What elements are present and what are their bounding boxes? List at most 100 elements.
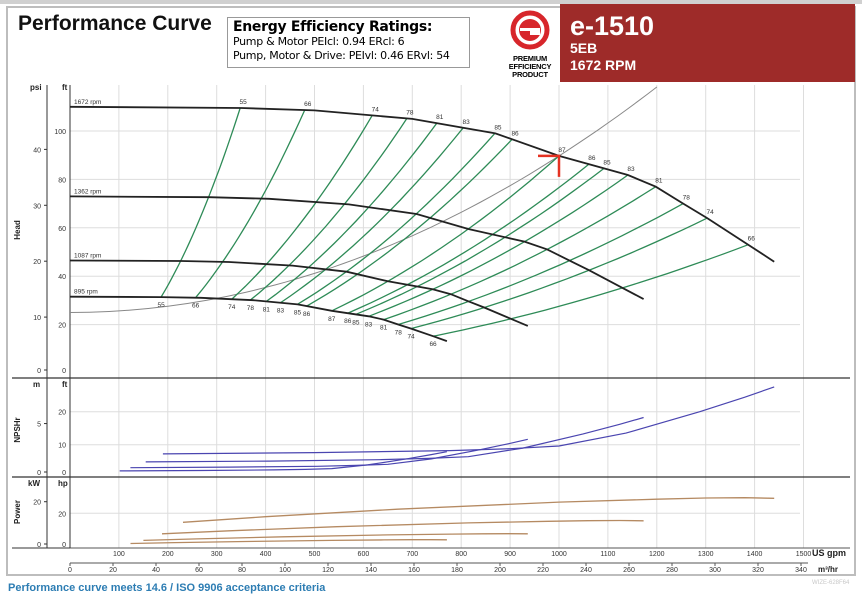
m3hr-tick-label: 160	[408, 567, 420, 574]
efficiency-line-87	[331, 155, 560, 312]
ft-tick-label: 40	[58, 274, 66, 281]
ft-tick-label: 100	[54, 129, 66, 136]
head-curve-1362	[69, 195, 645, 300]
efficiency-line-81	[383, 186, 657, 321]
efficiency-line-85	[355, 167, 605, 315]
efficiency-label-bottom: 78	[247, 305, 255, 312]
gpm-tick-label: 900	[504, 551, 516, 558]
chart-frame	[6, 6, 856, 576]
gpm-tick-label: 200	[162, 551, 174, 558]
hp-tick-label: 20	[58, 511, 66, 518]
psi-tick-label: 0	[37, 368, 41, 375]
logo-line-2: EFFICIENCY	[508, 62, 552, 71]
head-curve-1672	[69, 105, 775, 263]
section-label: NPSHr	[13, 417, 22, 442]
efficiency-label-bottom: 86	[303, 311, 311, 318]
unit-label: hp	[58, 479, 68, 488]
gpm-tick-label: 1500	[796, 551, 812, 558]
gpm-tick-label: 500	[309, 551, 321, 558]
m3hr-tick-label: 340	[795, 567, 807, 574]
efficiency-label-bottom: 85	[352, 319, 360, 326]
efficiency-label-bottom: 55	[157, 302, 165, 309]
efficiency-label-bottom: 78	[395, 329, 403, 336]
efficiency-label-bottom: 81	[263, 306, 271, 313]
efficiency-line-86	[306, 138, 513, 307]
efficiency-label-top: 74	[707, 209, 715, 216]
unit-label: ft	[62, 380, 68, 389]
m3hr-tick-label: 0	[68, 567, 72, 574]
ft-tick-label: 60	[58, 226, 66, 233]
ft-tick-label: 80	[58, 177, 66, 184]
speed-label: 1087 rpm	[74, 252, 101, 259]
m3hr-tick-label: 40	[152, 567, 160, 574]
efficiency-label-top: 74	[372, 106, 380, 113]
model-banner: e-1510 5EB 1672 RPM	[560, 4, 855, 82]
psi-tick-label: 20	[33, 259, 41, 266]
page-title: Performance Curve	[18, 12, 212, 35]
ft-tick-label: 20	[58, 323, 66, 330]
efficiency-label-top: 85	[603, 159, 611, 166]
npshr-curve-1672	[162, 386, 775, 455]
efficiency-label-top: 85	[494, 124, 502, 131]
efficiency-label-bottom: 81	[380, 325, 388, 332]
m3hr-tick-label: 320	[752, 567, 764, 574]
m-tick-label: 0	[37, 470, 41, 477]
npsh-ft-tick-label: 20	[58, 410, 66, 417]
efficiency-line-83	[280, 127, 464, 304]
efficiency-label-top: 66	[748, 236, 756, 243]
efficiency-line-55	[160, 107, 241, 298]
m3hr-tick-label: 20	[109, 567, 117, 574]
efficiency-label-top: 66	[304, 101, 312, 108]
premium-efficiency-logo: PREMIUM EFFICIENCY PRODUCT	[500, 10, 560, 80]
efficiency-line-66	[195, 109, 306, 299]
top-divider	[0, 0, 862, 4]
efficiency-label-top: 55	[240, 99, 248, 106]
section-label: Power	[13, 500, 22, 524]
m3hr-tick-label: 200	[494, 567, 506, 574]
m3hr-tick-label: 80	[238, 567, 246, 574]
section-label: Head	[13, 220, 22, 240]
speed-label: 1362 rpm	[74, 188, 101, 195]
gpm-axis-label: US gpm	[812, 548, 846, 558]
head-curve-1087	[69, 259, 529, 327]
gpm-tick-label: 1400	[747, 551, 763, 558]
efficiency-line-78	[249, 118, 408, 301]
unit-label: kW	[28, 479, 40, 488]
efficiency-label-top: 86	[511, 130, 519, 137]
efficiency-label-top: 78	[683, 195, 691, 202]
efficiency-line-85	[297, 132, 496, 305]
speed-label: 895 rpm	[74, 289, 98, 296]
acceptance-note: Performance curve meets 14.6 / ISO 9906 …	[8, 582, 326, 594]
npsh-ft-tick-label: 10	[58, 443, 66, 450]
energy-ratings-box: Energy Efficiency Ratings: Pump & Motor …	[227, 17, 470, 68]
efficiency-label-top: 81	[655, 178, 663, 185]
m3hr-tick-label: 260	[623, 567, 635, 574]
m3hr-tick-label: 240	[580, 567, 592, 574]
efficiency-line-66	[432, 244, 749, 337]
kw-tick-label: 20	[33, 500, 41, 507]
efficiency-label-bottom: 83	[277, 308, 285, 315]
m3hr-tick-label: 220	[537, 567, 549, 574]
efficiency-label-bottom: 74	[407, 334, 415, 341]
psi-tick-label: 40	[33, 147, 41, 154]
gpm-tick-label: 600	[358, 551, 370, 558]
efficiency-label-top: 83	[463, 119, 471, 126]
gpm-tick-label: 1200	[649, 551, 665, 558]
ratings-title: Energy Efficiency Ratings:	[233, 19, 433, 35]
npsh-ft-tick-label: 0	[62, 470, 66, 477]
efficiency-label-bottom: 66	[429, 341, 437, 348]
gpm-tick-label: 100	[113, 551, 125, 558]
gpm-tick-label: 400	[260, 551, 272, 558]
npshr-curve-895	[119, 451, 448, 472]
efficiency-label-bottom: 83	[365, 321, 373, 328]
efficiency-line-81	[265, 122, 438, 302]
hp-tick-label: 0	[62, 542, 66, 549]
psi-tick-label: 30	[33, 203, 41, 210]
model-number: e-1510	[570, 11, 655, 41]
ratings-line-1: Pump & Motor PEIcl: 0.94 ERcl: 6	[233, 35, 405, 48]
logo-line-3: PRODUCT	[512, 70, 548, 79]
m3hr-tick-label: 100	[279, 567, 291, 574]
m3hr-tick-label: 120	[322, 567, 334, 574]
